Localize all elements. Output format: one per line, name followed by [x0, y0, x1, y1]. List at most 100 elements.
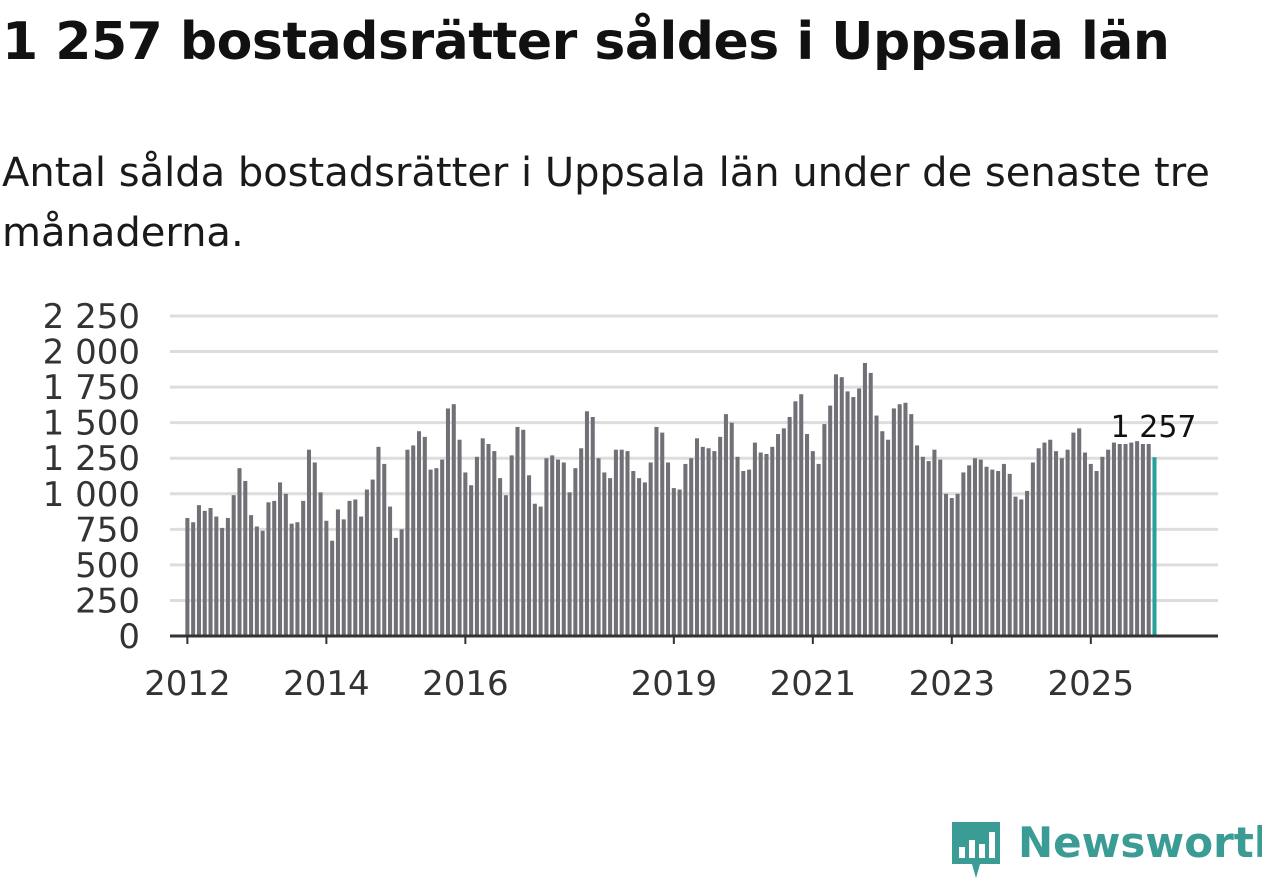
bar — [289, 523, 294, 636]
bar — [191, 522, 196, 636]
bar — [330, 540, 335, 636]
bar — [758, 452, 763, 636]
y-tick-label: 0 — [118, 617, 140, 657]
bar — [1146, 444, 1151, 636]
bar — [486, 444, 491, 636]
bar — [272, 500, 277, 636]
y-tick-label: 1 000 — [43, 475, 140, 515]
bar — [700, 446, 705, 636]
bar — [816, 463, 821, 636]
bar — [220, 527, 225, 636]
bar — [283, 493, 288, 636]
y-tick-label: 500 — [75, 546, 140, 586]
bar — [1071, 432, 1076, 636]
x-tick-label: 2016 — [422, 664, 509, 704]
bar — [642, 482, 647, 636]
bar — [243, 480, 248, 636]
bar — [990, 469, 995, 636]
bar — [874, 415, 879, 636]
bar — [1019, 499, 1024, 636]
bar — [260, 530, 265, 636]
bar — [434, 468, 439, 636]
y-tick-label: 1 500 — [43, 404, 140, 444]
bar — [996, 471, 1001, 636]
x-tick-label: 2019 — [631, 664, 718, 704]
bar — [532, 503, 537, 636]
bar — [868, 372, 873, 636]
bar — [1129, 442, 1134, 636]
bar — [747, 469, 752, 636]
bar — [249, 515, 254, 636]
bar — [237, 468, 242, 636]
bar — [776, 434, 781, 636]
bar — [654, 426, 659, 636]
bar — [1100, 456, 1105, 636]
y-tick-label: 2 000 — [43, 333, 140, 373]
bar — [926, 461, 931, 636]
bar — [845, 391, 850, 636]
bar — [469, 485, 474, 636]
bar — [474, 456, 479, 636]
x-tick-label: 2023 — [909, 664, 996, 704]
bar — [932, 449, 937, 636]
bar — [359, 516, 364, 636]
bar — [254, 526, 259, 636]
bar — [706, 448, 711, 636]
bar — [967, 465, 972, 636]
bar — [306, 449, 312, 636]
bar — [880, 431, 885, 636]
bar — [1065, 449, 1070, 636]
bar — [388, 506, 393, 636]
bar — [1117, 444, 1122, 636]
bar — [503, 495, 508, 636]
bar — [752, 442, 757, 636]
bar — [1140, 444, 1145, 636]
bar — [393, 537, 398, 636]
bar — [683, 463, 688, 636]
bar — [828, 405, 833, 636]
bar — [214, 516, 219, 636]
bar — [660, 432, 665, 636]
bar — [364, 489, 369, 636]
bar — [318, 492, 323, 636]
bar — [596, 458, 601, 636]
bar — [735, 456, 740, 636]
bar — [810, 451, 815, 636]
bar — [527, 475, 532, 636]
bar — [1082, 452, 1088, 636]
bar — [1135, 441, 1140, 636]
bar — [480, 438, 485, 636]
bar — [445, 408, 450, 636]
bar — [1123, 444, 1128, 636]
bar — [1106, 449, 1111, 636]
bar — [712, 451, 717, 636]
bar — [567, 492, 572, 636]
bar — [666, 462, 671, 636]
bar — [422, 436, 427, 636]
bar — [202, 510, 207, 636]
bar — [225, 517, 230, 636]
bar — [602, 472, 607, 636]
bar — [694, 438, 700, 636]
bar — [799, 394, 804, 636]
bar — [1048, 439, 1053, 636]
brand-name: Newsworthy — [1018, 818, 1262, 867]
bar — [938, 459, 943, 636]
bar — [573, 468, 578, 636]
bar — [405, 449, 410, 636]
bar — [1054, 451, 1059, 636]
bar — [1059, 458, 1064, 636]
y-tick-label: 1 250 — [43, 439, 140, 479]
bar — [1013, 496, 1018, 636]
bar — [324, 520, 329, 636]
bar — [891, 408, 896, 636]
bar — [515, 426, 520, 636]
bar-latest — [1152, 457, 1157, 636]
bar — [347, 500, 352, 636]
bar — [341, 519, 346, 636]
bar — [1088, 463, 1093, 636]
bar — [671, 488, 676, 636]
bar — [903, 402, 908, 636]
bar — [781, 428, 786, 636]
bar — [1036, 448, 1041, 636]
